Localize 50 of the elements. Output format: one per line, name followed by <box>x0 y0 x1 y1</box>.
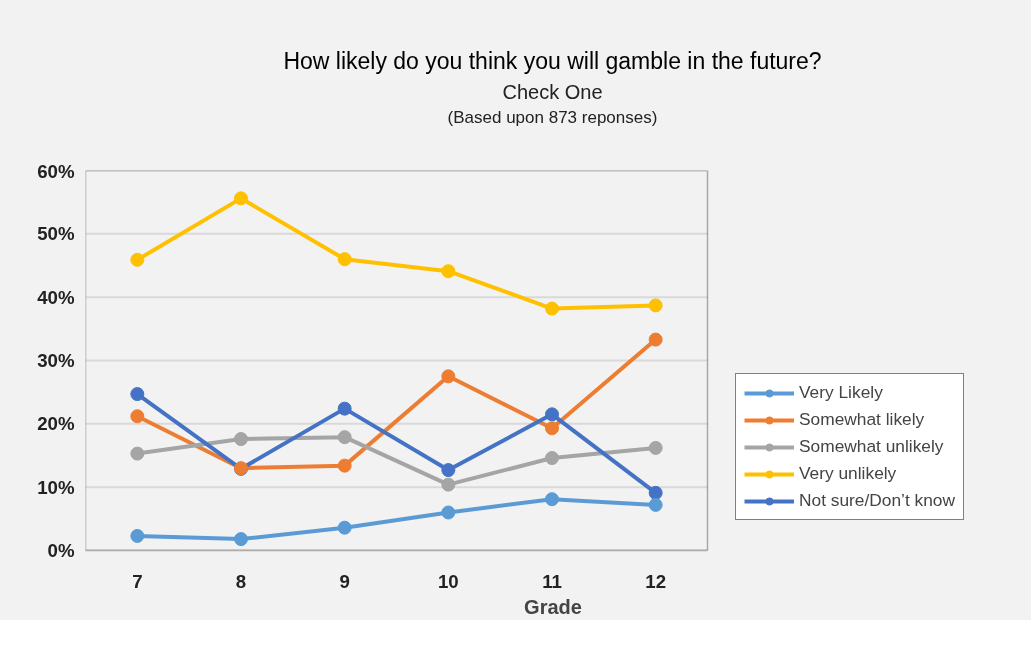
y-tick-label: 10% <box>37 476 75 498</box>
x-tick-label: 10 <box>437 570 459 592</box>
point <box>441 369 456 384</box>
chart-title: How likely do you think you will gamble in the future? <box>283 47 822 76</box>
x-tick-label: 8 <box>235 570 247 592</box>
point <box>337 430 352 445</box>
point <box>130 409 145 424</box>
point <box>234 532 248 547</box>
point <box>648 497 663 512</box>
x-tick-label: 11 <box>542 570 562 592</box>
chart-subtitle: Check One <box>501 79 604 105</box>
point <box>337 520 352 535</box>
point <box>337 252 352 267</box>
y-tick-label: 0% <box>47 540 75 561</box>
y-tick-label: 40% <box>37 286 75 308</box>
legend-label: Very Likely <box>799 382 883 403</box>
point <box>441 505 456 520</box>
point <box>441 463 456 478</box>
point <box>648 485 663 500</box>
legend-label: Somewhat unlikely <box>799 436 944 457</box>
y-tick-label: 60% <box>37 160 75 182</box>
point <box>130 387 145 402</box>
x-axis-title: Grade <box>524 595 582 618</box>
point <box>130 446 145 461</box>
point <box>545 301 559 316</box>
point <box>545 407 559 422</box>
point <box>648 298 663 313</box>
y-tick-label: 30% <box>37 350 75 371</box>
point <box>234 432 248 447</box>
point <box>441 477 456 492</box>
point <box>545 421 559 436</box>
point <box>545 492 559 507</box>
point <box>648 332 663 347</box>
point <box>130 252 145 267</box>
legend-label: Somewhat likely <box>799 409 925 430</box>
text: (Based upon 873 reponses) <box>446 107 659 130</box>
legend-label: Very unlikely <box>799 463 897 484</box>
x-tick-label: 9 <box>339 570 350 592</box>
y-tick-label: 20% <box>37 413 75 435</box>
point <box>130 528 145 543</box>
x-tick-label: 12 <box>645 570 667 592</box>
point <box>337 401 352 416</box>
legend-label: Not sure/Don’t know <box>799 490 956 511</box>
y-tick-label: 50% <box>37 223 75 245</box>
point <box>441 264 456 279</box>
point <box>337 458 352 473</box>
point <box>234 191 248 206</box>
point <box>648 440 663 455</box>
point <box>545 451 559 466</box>
x-tick-label: 7 <box>132 570 143 592</box>
